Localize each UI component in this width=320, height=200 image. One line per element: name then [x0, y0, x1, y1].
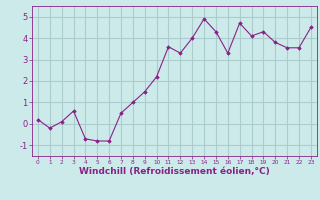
X-axis label: Windchill (Refroidissement éolien,°C): Windchill (Refroidissement éolien,°C) [79, 167, 270, 176]
